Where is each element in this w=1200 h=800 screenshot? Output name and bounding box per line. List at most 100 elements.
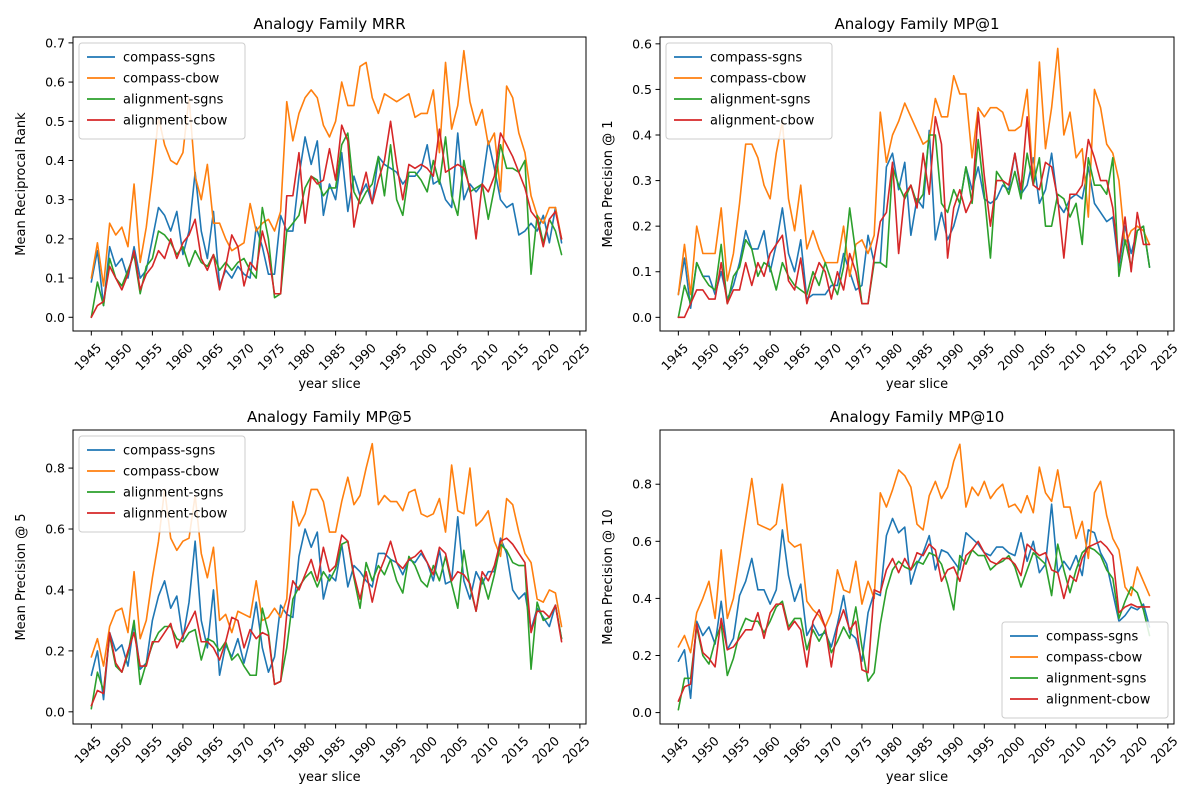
y-tick-label: 0.0	[45, 310, 65, 325]
x-tick-label: 1975	[254, 340, 287, 373]
x-tick-label: 2005	[438, 340, 471, 373]
axes-frame	[659, 36, 1175, 332]
x-tick-label: 1970	[811, 733, 844, 766]
legend-label-alignment-cbow: alignment-cbow	[123, 114, 228, 129]
y-tick-label: 0.3	[45, 192, 65, 207]
x-tick-label: 1955	[719, 733, 752, 766]
series-line-compass-sgns	[90, 132, 563, 307]
x-tick-label: 1960	[750, 340, 783, 373]
legend-label-compass-sgns: compass-sgns	[123, 51, 215, 66]
x-tick-label: 1980	[285, 733, 318, 766]
x-tick-label: 2010	[468, 733, 501, 766]
legend-label-compass-sgns: compass-sgns	[1046, 630, 1138, 645]
y-tick-label: 0.3	[632, 173, 652, 188]
x-tick-label: 2010	[1056, 733, 1089, 766]
x-tick-label: 2000	[995, 340, 1028, 373]
x-tick-label: 1995	[964, 733, 997, 766]
x-tick-label: 2010	[468, 340, 501, 373]
y-tick-label: 0.5	[45, 114, 65, 129]
legend-label-compass-sgns: compass-sgns	[710, 51, 802, 66]
y-tick-label: 0.6	[632, 36, 652, 51]
y-tick-label: 0.1	[45, 271, 65, 286]
x-tick-label: 1990	[346, 340, 379, 373]
x-tick-label: 2015	[499, 733, 532, 766]
series-group	[90, 49, 563, 319]
axes-frame	[72, 429, 587, 725]
y-tick-label: 0.8	[45, 461, 65, 476]
series-group	[677, 47, 1151, 319]
chart-title: Analogy Family MP@1	[834, 15, 999, 33]
legend-label-alignment-sgns: alignment-sgns	[710, 93, 811, 108]
x-tick-label: 1990	[934, 733, 967, 766]
x-tick-label: 2005	[438, 733, 471, 766]
series-line-compass-cbow	[90, 49, 563, 287]
x-tick-label: 1965	[193, 340, 226, 373]
x-axis-label: year slice	[886, 377, 948, 392]
legend-label-compass-cbow: compass-cbow	[123, 465, 220, 480]
x-tick-label: 1970	[224, 340, 257, 373]
y-axis-label: Mean Precision @ 10	[601, 509, 616, 644]
legend-frame	[1001, 621, 1169, 719]
x-tick-label: 2005	[1025, 340, 1058, 373]
x-tick-label: 1955	[719, 340, 752, 373]
x-tick-label: 2015	[1086, 340, 1119, 373]
x-tick-label: 1975	[842, 733, 875, 766]
series-line-alignment-sgns	[677, 134, 1151, 319]
x-tick-label: 2000	[407, 733, 440, 766]
series-line-alignment-cbow	[677, 540, 1151, 702]
x-tick-label: 2005	[1025, 733, 1058, 766]
chart-title: Analogy Family MRR	[253, 15, 405, 33]
legend-label-alignment-sgns: alignment-sgns	[123, 93, 224, 108]
x-tick-label: 1970	[224, 733, 257, 766]
axes-frame	[659, 429, 1175, 725]
x-tick-label: 1985	[903, 340, 936, 373]
x-tick-label: 1965	[781, 733, 814, 766]
x-tick-label: 1980	[872, 340, 905, 373]
series-line-compass-cbow	[677, 47, 1151, 296]
x-tick-label: 2025	[560, 340, 593, 373]
x-tick-label: 1950	[102, 733, 135, 766]
x-tick-label: 1980	[285, 340, 318, 373]
x-tick-label: 2020	[1117, 733, 1150, 766]
legend-label-compass-sgns: compass-sgns	[123, 444, 215, 459]
x-tick-label: 1980	[872, 733, 905, 766]
legend: compass-sgns compass-cbow alignment-sgns al…	[78, 42, 246, 140]
y-axis-label: Mean Precision @ 5	[14, 513, 29, 640]
y-tick-label: 0.4	[632, 591, 652, 606]
chart-panel-2: Analogy Family MP@1194519501955196019651…	[601, 15, 1181, 392]
series-line-alignment-cbow	[90, 120, 563, 319]
x-tick-label: 2020	[529, 340, 562, 373]
series-line-compass-sgns	[677, 503, 1151, 700]
x-tick-label: 2015	[499, 340, 532, 373]
x-tick-label: 2000	[407, 340, 440, 373]
x-tick-label: 1960	[163, 340, 196, 373]
x-tick-label: 2010	[1056, 340, 1089, 373]
y-tick-label: 0.5	[632, 82, 652, 97]
legend-frame	[78, 435, 246, 533]
y-tick-label: 0.1	[632, 264, 652, 279]
x-tick-label: 1975	[842, 340, 875, 373]
series-line-compass-cbow	[677, 443, 1151, 654]
legend-frame	[665, 42, 833, 140]
x-tick-label: 1950	[102, 340, 135, 373]
legend-label-alignment-sgns: alignment-sgns	[1046, 672, 1147, 687]
x-axis-label: year slice	[298, 770, 360, 785]
x-axis-label: year slice	[298, 377, 360, 392]
legend-label-compass-cbow: compass-cbow	[1046, 651, 1143, 666]
x-tick-label: 1945	[658, 340, 691, 373]
x-tick-label: 1960	[163, 733, 196, 766]
x-tick-label: 2020	[529, 733, 562, 766]
chart-title: Analogy Family MP@10	[830, 408, 1005, 426]
x-tick-label: 1945	[658, 733, 691, 766]
x-tick-label: 1975	[254, 733, 287, 766]
x-tick-label: 1990	[346, 733, 379, 766]
series-line-alignment-cbow	[677, 111, 1151, 319]
chart-panel-3: Analogy Family MP@5194519501955196019651…	[14, 408, 593, 785]
legend-label-alignment-cbow: alignment-cbow	[710, 114, 815, 129]
x-tick-label: 1955	[132, 340, 165, 373]
series-line-compass-sgns	[90, 516, 563, 701]
y-tick-label: 0.6	[632, 534, 652, 549]
y-tick-label: 0.4	[632, 128, 652, 143]
legend-label-alignment-sgns: alignment-sgns	[123, 486, 224, 501]
